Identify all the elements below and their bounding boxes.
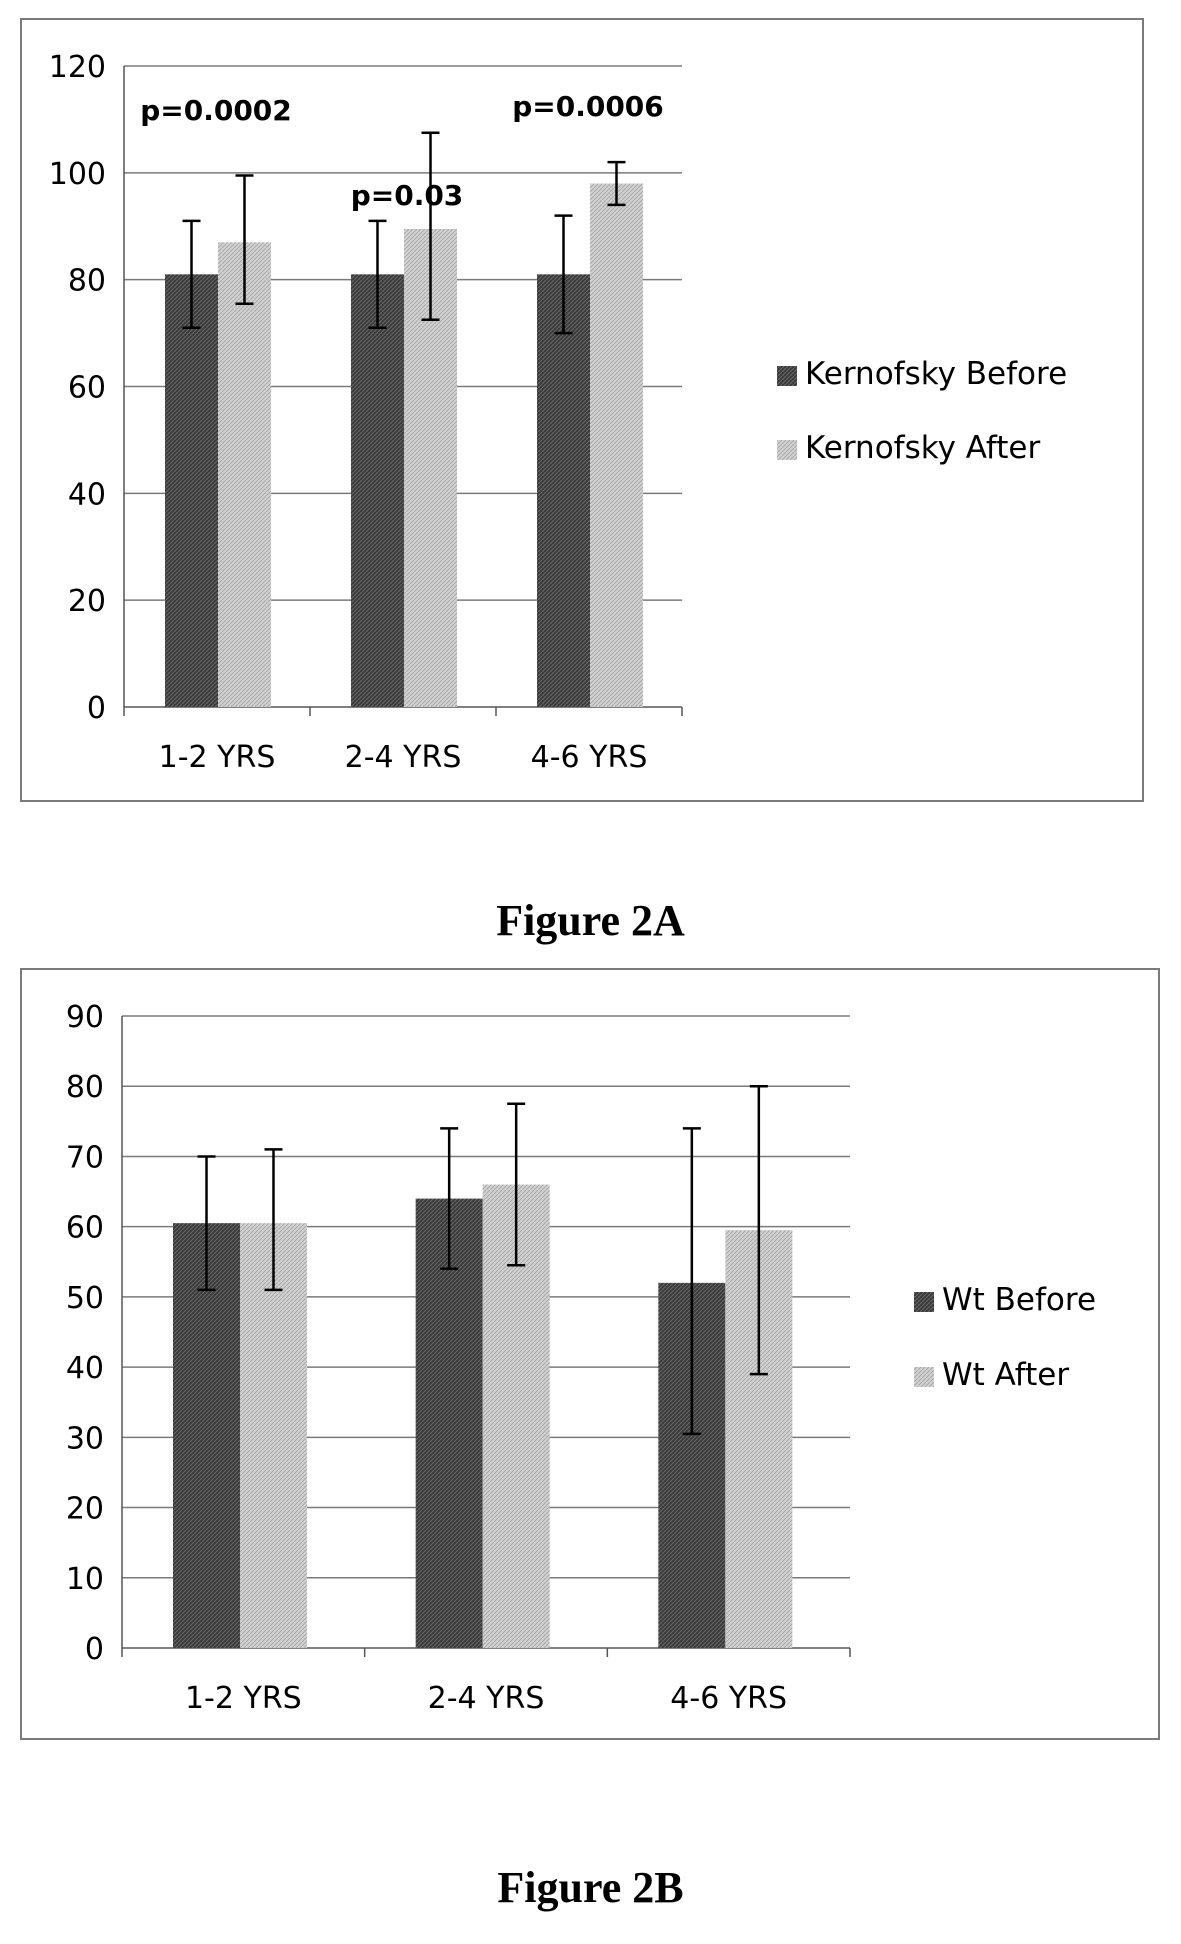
chart-figure-2b: 0 10 20 30 40 50 60 70 80 90 1-2 YRS 2-4 YRS 4-6 YRS… <box>20 968 1160 1740</box>
bar-after <box>240 1223 307 1648</box>
y-tick-label: 70 <box>66 1140 104 1175</box>
bar-after <box>218 242 271 707</box>
figure-2b-caption: Figure 2B <box>497 1863 684 1912</box>
legend-label: Kernofsky Before <box>805 356 1067 392</box>
p-value-annotation: p=0.0006 <box>512 90 664 123</box>
y-tick-label: 30 <box>66 1421 104 1456</box>
legend-swatch <box>914 1292 934 1312</box>
bar-before <box>537 274 590 707</box>
x-tick-label: 2-4 YRS <box>345 740 462 775</box>
figure-2a-caption: Figure 2A <box>496 896 685 945</box>
y-tick-label: 60 <box>66 1211 104 1246</box>
y-tick-label: 80 <box>68 264 106 299</box>
y-tick-label: 10 <box>66 1562 104 1597</box>
y-tick-label: 50 <box>66 1281 104 1316</box>
legend-swatch <box>914 1367 934 1387</box>
legend-swatch <box>777 440 797 460</box>
bar-before <box>165 274 218 707</box>
y-tick-label: 0 <box>85 1632 104 1667</box>
x-tick-label: 2-4 YRS <box>428 1681 545 1716</box>
y-tick-label: 40 <box>66 1351 104 1386</box>
bar-before <box>173 1223 240 1648</box>
chart-figure-2a: 0 20 40 60 80 100 120 1-2 YRS 2-4 YRS 4-6 YRS p=0.… <box>20 18 1144 802</box>
y-tick-label: 60 <box>68 371 106 406</box>
y-tick-label: 100 <box>49 157 106 192</box>
x-tick-label: 4-6 YRS <box>670 1681 787 1716</box>
legend-label: Kernofsky After <box>805 430 1040 466</box>
x-tick-label: 4-6 YRS <box>531 740 648 775</box>
x-tick-label: 1-2 YRS <box>159 740 276 775</box>
y-tick-label: 120 <box>49 50 106 85</box>
chart-b-plot: 0 10 20 30 40 50 60 70 80 90 1-2 YRS 2-4 YRS 4-6 YRS… <box>66 1000 1096 1716</box>
y-tick-label: 80 <box>66 1070 104 1105</box>
bar-before <box>415 1198 483 1648</box>
legend-label: Wt Before <box>942 1282 1096 1318</box>
y-tick-label: 20 <box>68 584 106 619</box>
bar-before <box>351 274 404 707</box>
bar-after <box>590 183 643 707</box>
y-tick-label: 20 <box>66 1492 104 1527</box>
y-tick-label: 90 <box>66 1000 104 1035</box>
p-value-annotation: p=0.03 <box>351 179 464 212</box>
p-value-annotation: p=0.0002 <box>140 94 292 127</box>
legend-label: Wt After <box>942 1357 1069 1393</box>
y-tick-label: 40 <box>68 477 106 512</box>
legend-swatch <box>777 366 797 386</box>
chart-a-plot: 0 20 40 60 80 100 120 1-2 YRS 2-4 YRS 4-6 YRS p=0.… <box>49 50 1067 775</box>
y-tick-label: 0 <box>87 691 106 726</box>
x-tick-label: 1-2 YRS <box>185 1681 302 1716</box>
